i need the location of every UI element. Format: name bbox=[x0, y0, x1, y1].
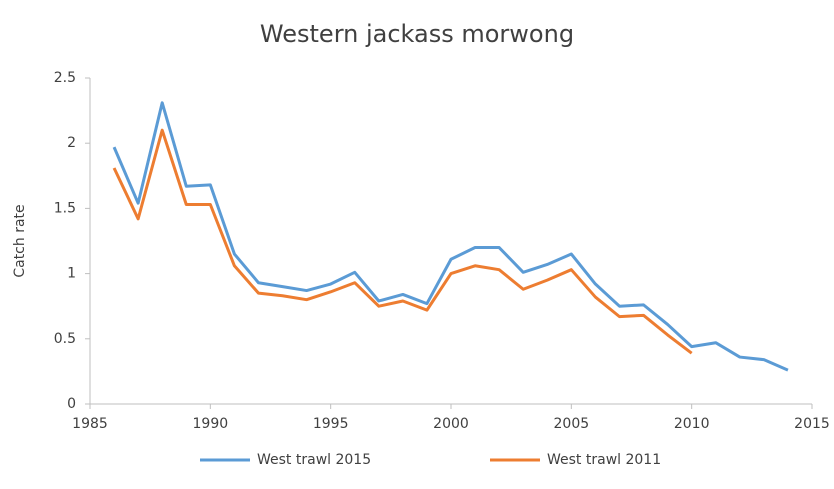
x-tick-label: 1990 bbox=[193, 416, 229, 432]
x-tick-label: 2015 bbox=[794, 416, 830, 432]
legend-label: West trawl 2011 bbox=[547, 452, 661, 468]
series-line bbox=[112, 128, 693, 355]
y-tick-label: 2 bbox=[67, 135, 76, 151]
y-tick-label: 2.5 bbox=[54, 70, 76, 86]
x-tick-label: 2010 bbox=[674, 416, 710, 432]
x-tick-label: 2000 bbox=[433, 416, 469, 432]
x-tick-label: 1985 bbox=[72, 416, 108, 432]
y-tick-label: 0 bbox=[67, 396, 76, 412]
y-tick-label: 0.5 bbox=[54, 331, 76, 347]
x-tick-label: 2005 bbox=[554, 416, 590, 432]
legend-label: West trawl 2015 bbox=[257, 452, 371, 468]
series-line bbox=[112, 101, 789, 372]
y-tick-label: 1 bbox=[67, 266, 76, 282]
y-tick-label: 1.5 bbox=[54, 200, 76, 216]
y-axis-label: Catch rate bbox=[12, 204, 28, 277]
x-tick-label: 1995 bbox=[313, 416, 349, 432]
chart-title: Western jackass morwong bbox=[260, 20, 574, 48]
